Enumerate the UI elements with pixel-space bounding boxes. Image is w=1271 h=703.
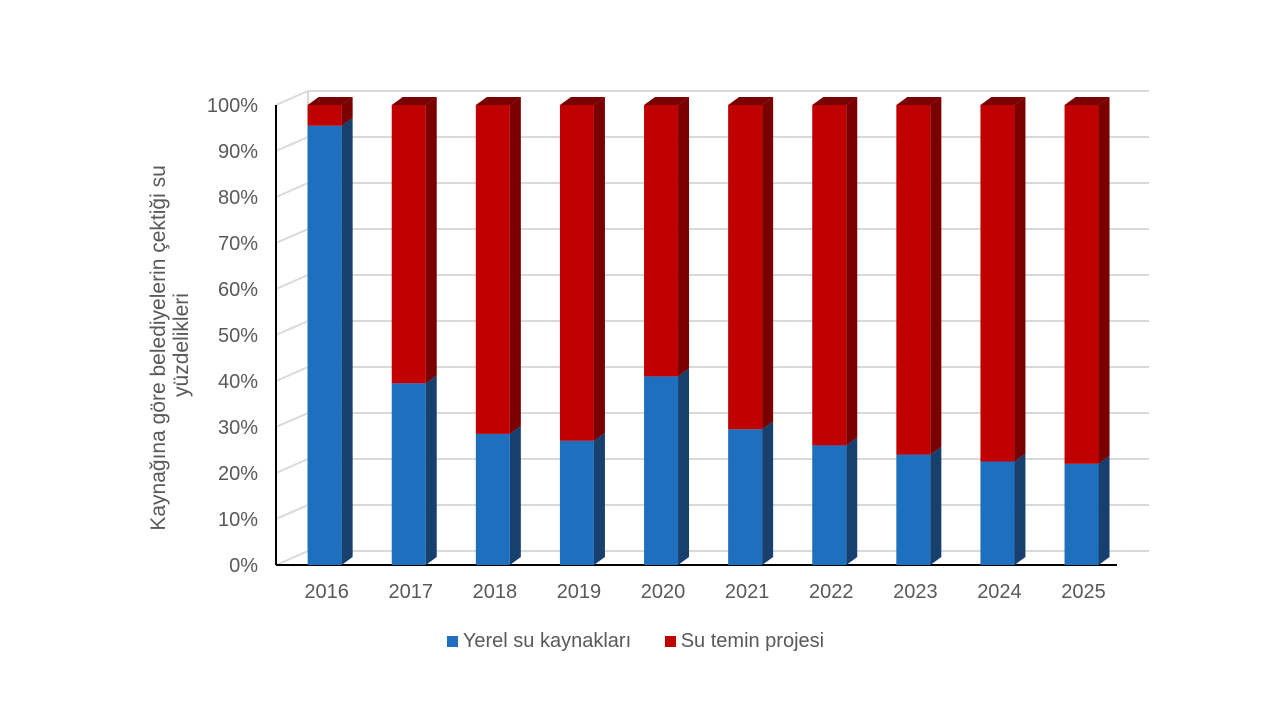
bar-0-2025	[1064, 463, 1099, 565]
bar-side-1-2017	[425, 97, 437, 384]
legend-swatch-su-temin	[664, 636, 676, 647]
bars	[307, 97, 1110, 565]
bar-top-2017	[391, 97, 437, 105]
y-axis-title-line-2: yüzdelikleri	[170, 293, 193, 397]
gridline-diagonal	[275, 136, 309, 152]
y-tick-label: 70%	[218, 233, 258, 255]
bar-side-1-2020	[678, 97, 690, 377]
x-tick-label: 2017	[388, 581, 433, 603]
bar-top-2019	[559, 97, 605, 105]
bar-top-2024	[980, 97, 1026, 105]
bar-side-1-2024	[1014, 97, 1026, 462]
bar-side-0-2017	[425, 375, 437, 565]
bar-side-1-2023	[930, 97, 942, 455]
legend-item-yerel: Yerel su kaynakları	[446, 630, 632, 653]
gridline-diagonal	[275, 366, 309, 382]
bar-1-2020	[644, 105, 679, 377]
y-tick-label: 40%	[218, 371, 258, 393]
bar-top-2021	[728, 97, 774, 105]
bar-0-2022	[812, 445, 847, 565]
x-tick-label: 2023	[893, 581, 938, 603]
bar-top-2016	[307, 97, 353, 105]
bar-side-0-2023	[930, 446, 942, 565]
bar-1-2023	[896, 105, 931, 455]
bar-side-1-2018	[509, 97, 521, 434]
bar-side-1-2019	[593, 97, 605, 441]
bar-top-2020	[644, 97, 690, 105]
y-tick-label: 20%	[218, 463, 258, 485]
gridline-diagonal	[275, 320, 309, 336]
legend: Yerel su kaynakları Su temin projesi	[0, 630, 1271, 653]
bar-side-1-2021	[762, 97, 774, 430]
bar-side-0-2018	[509, 425, 521, 565]
bar-top-2023	[896, 97, 942, 105]
legend-label-yerel: Yerel su kaynakları	[462, 630, 632, 652]
bar-1-2018	[475, 105, 510, 434]
bar-0-2018	[475, 433, 510, 565]
y-tick-label: 60%	[218, 279, 258, 301]
y-tick-label: 50%	[218, 325, 258, 347]
bar-top-2022	[812, 97, 858, 105]
y-tick-label: 90%	[218, 141, 258, 163]
bar-0-2017	[391, 383, 426, 565]
y-axis-title: Kaynağına göre belediyelerin çektiği su …	[147, 159, 193, 530]
bar-0-2016	[307, 125, 342, 565]
legend-label-su-temin: Su temin projesi	[680, 630, 825, 652]
bar-side-0-2022	[846, 437, 858, 565]
bar-0-2020	[644, 376, 679, 565]
y-tick-label: 0%	[229, 555, 258, 577]
bar-1-2017	[391, 105, 426, 384]
x-tick-label: 2019	[557, 581, 602, 603]
bar-side-1-2022	[846, 97, 858, 446]
y-tick-label: 30%	[218, 417, 258, 439]
gridline-diagonal	[275, 412, 309, 428]
bar-side-0-2025	[1098, 455, 1110, 565]
y-tick-label: 10%	[218, 509, 258, 531]
bar-0-2023	[896, 454, 931, 565]
bar-top-2025	[1064, 97, 1110, 105]
legend-item-su-temin: Su temin projesi	[664, 630, 825, 653]
x-tick-label: 2024	[977, 581, 1022, 603]
gridline-diagonal	[275, 90, 309, 106]
bar-side-0-2024	[1014, 453, 1026, 565]
x-tick-label: 2020	[641, 581, 686, 603]
y-tick-label: 80%	[218, 187, 258, 209]
bar-1-2022	[812, 105, 847, 446]
gridline-diagonal	[275, 550, 309, 566]
bar-side-0-2020	[678, 368, 690, 565]
gridline-diagonal	[275, 182, 309, 198]
y-tick-label: 100%	[207, 95, 258, 117]
bar-0-2021	[728, 429, 763, 565]
bar-1-2021	[728, 105, 763, 430]
gridline-diagonal	[275, 504, 309, 520]
bar-side-1-2025	[1098, 97, 1110, 464]
bar-0-2024	[980, 461, 1015, 565]
bar-1-2016	[307, 105, 342, 126]
tick-labels: 0% 10% 20% 30% 40% 50% 60% 70% 80% 90% 100% 2016 201…	[207, 95, 1106, 603]
x-tick-label: 2018	[473, 581, 518, 603]
gridline-diagonal	[275, 274, 309, 290]
bar-1-2019	[559, 105, 594, 441]
bar-1-2024	[980, 105, 1015, 462]
x-tick-label: 2022	[809, 581, 854, 603]
bar-0-2019	[559, 440, 594, 565]
y-axis-title-line-1: Kaynağına göre belediyelerin çektiği su	[147, 165, 170, 530]
x-tick-label: 2025	[1061, 581, 1106, 603]
gridline-diagonal	[275, 458, 309, 474]
bar-1-2025	[1064, 105, 1099, 464]
gridline-diagonal	[275, 228, 309, 244]
bar-side-0-2021	[762, 421, 774, 565]
x-tick-label: 2021	[725, 581, 770, 603]
x-tick-label: 2016	[304, 581, 349, 603]
bar-top-2018	[475, 97, 521, 105]
bar-side-1-2016	[341, 97, 353, 126]
bar-side-0-2016	[341, 117, 353, 565]
bar-side-0-2019	[593, 432, 605, 565]
legend-swatch-yerel	[446, 636, 458, 647]
